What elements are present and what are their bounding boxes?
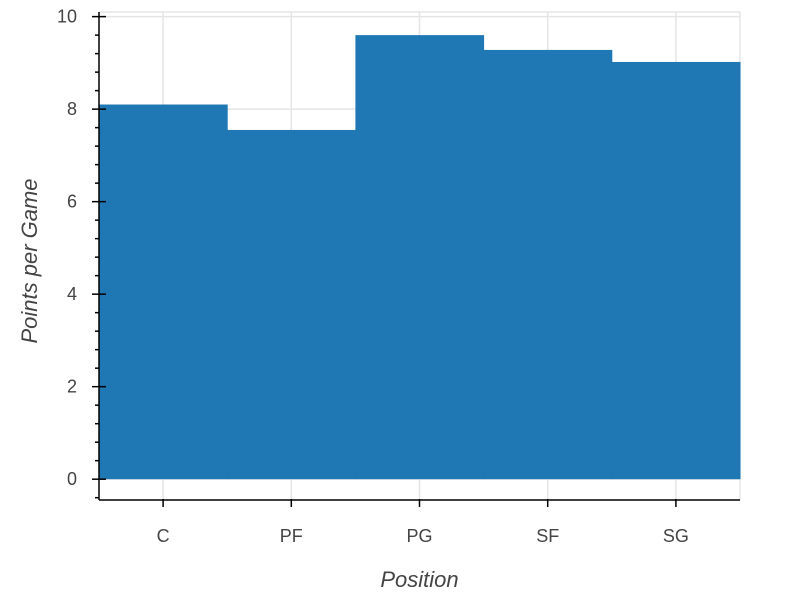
bar-sg	[611, 61, 741, 480]
y-tick-label: 8	[67, 99, 77, 119]
x-tick-label-pf: PF	[280, 526, 303, 546]
y-tick-label: 6	[67, 192, 77, 212]
bar-pf	[227, 129, 356, 480]
bar-sf	[483, 49, 613, 480]
x-tick-label-sg: SG	[663, 526, 689, 546]
x-tick-label-pg: PG	[406, 526, 432, 546]
bar-c	[99, 104, 228, 480]
y-ticks: 0 2 4 6 8 10	[57, 7, 106, 499]
y-tick-label: 2	[67, 377, 77, 397]
y-tick-label: 4	[67, 284, 77, 304]
x-tick-label-c: C	[157, 526, 170, 546]
bars	[99, 35, 741, 480]
bar-pg	[355, 35, 485, 480]
x-tick-label-sf: SF	[536, 526, 559, 546]
y-tick-label: 10	[57, 7, 77, 27]
x-axis-title: Position	[380, 567, 458, 592]
y-axis-title: Points per Game	[17, 178, 42, 343]
x-ticks: C PF PG SF SG	[157, 499, 689, 546]
y-tick-label: 0	[67, 469, 77, 489]
